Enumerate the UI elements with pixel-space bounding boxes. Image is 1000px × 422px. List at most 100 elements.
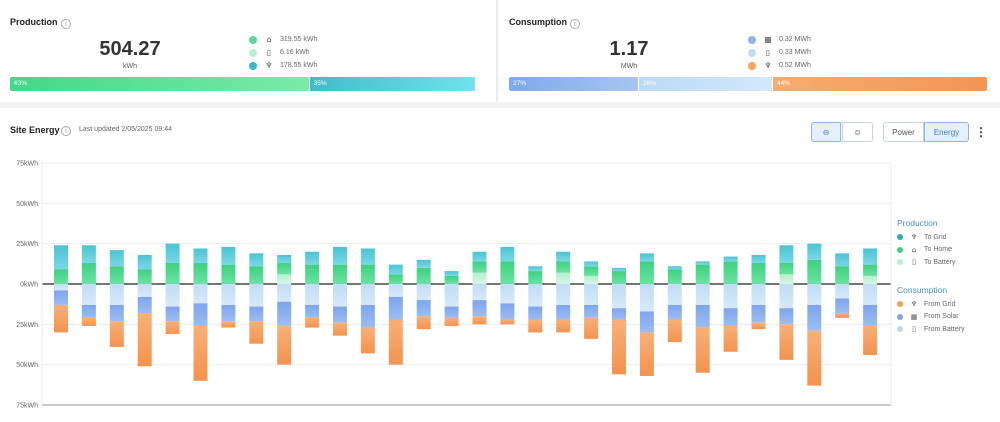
production-info-icon[interactable]: i: [61, 19, 71, 29]
bar-from-solar: [137, 296, 152, 314]
bar-to-grid: [249, 253, 264, 267]
grid-tower-icon: ♆: [265, 61, 273, 70]
bar-from-solar: [695, 304, 710, 328]
legend-item[interactable]: ⌂ To Home: [897, 244, 956, 257]
day-bar-group: [333, 246, 347, 336]
legend-dot: [897, 246, 903, 253]
production-breakdown-value: 6.16 kWh: [280, 49, 310, 56]
legend-label: From Battery: [924, 325, 965, 333]
legend-item[interactable]: ♆ To Grid: [897, 231, 956, 244]
bar-from-solar: [472, 300, 487, 317]
bar-from-battery: [221, 284, 236, 305]
bar-to-grid: [556, 251, 571, 262]
bar-from-grid: [723, 325, 738, 352]
y-tick-label: 25kWh: [16, 322, 38, 329]
power-mode-button[interactable]: Power: [883, 122, 924, 142]
bar-to-home: [835, 266, 850, 284]
bar-to-home: [723, 261, 738, 284]
bar-to-battery: [584, 275, 599, 284]
bar-from-grid: [277, 325, 292, 365]
bar-to-home: [137, 269, 152, 284]
bar-from-grid: [54, 304, 68, 333]
energy-mode-button[interactable]: Energy: [924, 122, 969, 142]
y-tick-label: 75kWh: [16, 161, 38, 168]
bar-from-battery: [612, 284, 626, 309]
bar-to-grid: [863, 248, 878, 265]
legend-item[interactable]: ▦ From Solar: [897, 311, 964, 324]
legend-dot: [897, 234, 903, 241]
legend-label: To Grid: [924, 233, 947, 241]
bar-to-grid: [277, 254, 292, 264]
day-bar-group: [416, 259, 431, 330]
day-bar-group: [751, 254, 766, 330]
bar-to-battery: [863, 275, 878, 284]
bar-from-solar: [444, 306, 459, 318]
production-legend-dot: [249, 35, 257, 44]
consumption-card: Consumption i 1.17 MWh ▦ 0.32 MWh ▯ 0.33 MW…: [499, 0, 1000, 102]
day-bar-group: [472, 251, 487, 325]
production-title: Production: [10, 17, 58, 27]
bar-to-grid: [667, 266, 682, 270]
bar-from-battery: [528, 284, 543, 307]
bar-from-battery: [137, 284, 152, 297]
bar-from-grid: [528, 319, 543, 333]
stacked-view-icon: ⊜: [854, 127, 861, 137]
day-bar-group: [54, 245, 68, 333]
production-total-unit: kWh: [123, 63, 137, 70]
day-bar-group: [612, 267, 626, 375]
bar-from-grid: [221, 321, 236, 328]
bar-to-home: [639, 261, 654, 284]
bar-to-home: [249, 266, 264, 284]
bar-to-grid: [444, 271, 459, 276]
consumption-total-unit: MWh: [620, 63, 638, 70]
bar-from-grid: [584, 317, 599, 339]
day-bar-group: [695, 261, 710, 373]
flow-view-button[interactable]: ⊖: [811, 122, 841, 142]
bar-from-solar: [249, 306, 264, 322]
day-bar-group: [835, 253, 850, 318]
bar-from-solar: [751, 304, 766, 323]
site-energy-info-icon[interactable]: i: [61, 126, 71, 136]
bar-to-grid: [528, 266, 543, 272]
bar-from-grid: [612, 319, 626, 375]
bar-from-battery: [444, 284, 459, 307]
day-bar-group: [444, 271, 459, 326]
consumption-breakdown: ▦ 0.32 MWh ▯ 0.33 MWh ♆ 0.52 MWh: [748, 33, 811, 72]
bar-to-home: [556, 261, 571, 273]
legend-item[interactable]: ▯ To Battery: [897, 256, 956, 269]
bar-to-battery: [472, 272, 487, 284]
bar-from-solar: [360, 304, 375, 328]
bar-to-grid: [81, 245, 96, 264]
day-bar-group: [556, 251, 571, 333]
legend-item[interactable]: ♆ From Grid: [897, 298, 964, 311]
bar-to-grid: [695, 261, 710, 265]
day-bar-group: [193, 248, 208, 381]
more-options-icon[interactable]: ⋮: [975, 125, 987, 139]
bar-from-solar: [835, 298, 850, 314]
bar-from-solar: [388, 296, 403, 320]
bar-to-grid: [416, 259, 431, 268]
consumption-breakdown-value: 0.32 MWh: [779, 36, 811, 43]
bar-to-grid: [584, 261, 599, 267]
consumption-info-icon[interactable]: i: [570, 19, 580, 29]
bar-from-solar: [193, 303, 208, 326]
legend-item[interactable]: ▯ From Battery: [897, 323, 964, 336]
bar-to-home: [444, 275, 459, 284]
bar-from-grid: [751, 322, 766, 330]
legend-production-title: Production: [897, 218, 938, 228]
bar-to-home: [165, 263, 180, 284]
stacked-view-button[interactable]: ⊜: [842, 122, 873, 142]
bar-to-home: [277, 263, 292, 275]
bar-from-grid: [165, 321, 180, 335]
bar-from-battery: [500, 284, 515, 304]
bar-to-grid: [835, 253, 850, 267]
consumption-bar-segment: 28%: [638, 77, 772, 91]
production-breakdown-row: ♆ 178.55 kWh: [249, 59, 317, 72]
bar-from-grid: [556, 319, 571, 333]
bar-from-grid: [695, 327, 710, 373]
bar-to-grid: [500, 246, 515, 262]
bar-from-battery: [835, 284, 850, 299]
legend-dot: [897, 326, 903, 333]
production-legend-dot: [249, 48, 257, 57]
bar-to-grid: [221, 246, 236, 265]
